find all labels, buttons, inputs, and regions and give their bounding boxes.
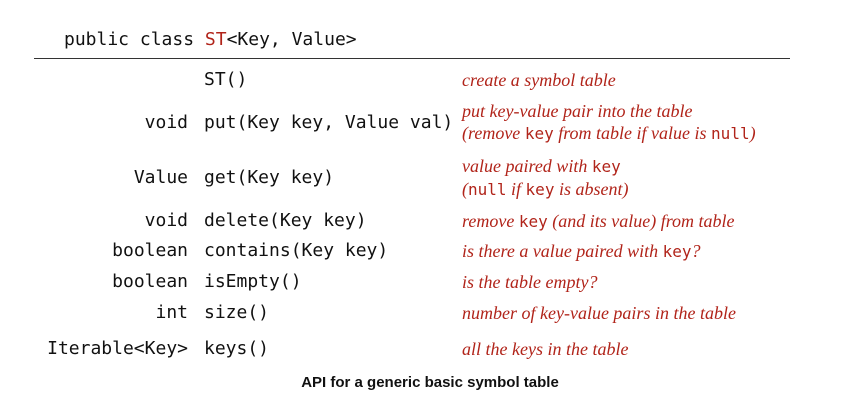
desc-code: null bbox=[468, 180, 507, 199]
desc-text: remove bbox=[462, 211, 519, 231]
api-description-line-1: put key-value pair into the table bbox=[462, 101, 693, 121]
desc-code: key bbox=[662, 242, 692, 261]
figure-caption: API for a generic basic symbol table bbox=[301, 374, 559, 391]
desc-text: is absent) bbox=[554, 179, 629, 199]
api-description-text: all the keys in the table bbox=[462, 339, 629, 359]
api-return-type: Value bbox=[133, 167, 188, 188]
desc-text: ) bbox=[749, 123, 756, 143]
desc-code: key bbox=[525, 180, 555, 199]
desc-text: (remove bbox=[462, 123, 525, 143]
api-description: create a symbol table bbox=[462, 69, 616, 91]
desc-text: ? bbox=[691, 241, 701, 261]
desc-text: ( bbox=[462, 179, 468, 199]
api-description-line-1: value paired with key bbox=[462, 155, 628, 178]
desc-text: from table if value is bbox=[553, 123, 712, 143]
api-signature: size() bbox=[204, 302, 270, 323]
desc-code: null bbox=[711, 124, 750, 143]
api-return-type: void bbox=[144, 210, 188, 231]
api-signature: ST() bbox=[204, 69, 248, 90]
api-description-line-2: (null if key is absent) bbox=[462, 178, 628, 201]
class-name: ST bbox=[204, 29, 227, 50]
api-signature: put(Key key, Value val) bbox=[204, 112, 454, 133]
api-signature: contains(Key key) bbox=[204, 240, 389, 261]
api-description-text: number of key-value pairs in the table bbox=[462, 303, 736, 323]
api-description-line-2: (remove key from table if value is null) bbox=[462, 122, 756, 145]
api-return-type: void bbox=[144, 112, 188, 133]
desc-code: key bbox=[518, 212, 548, 231]
api-description: all the keys in the table bbox=[462, 338, 628, 360]
api-signature: keys() bbox=[204, 338, 270, 359]
api-description: is there a value paired with key? bbox=[462, 240, 701, 263]
class-declaration: public class ST<Key, Value> bbox=[64, 29, 357, 51]
api-signature: get(Key key) bbox=[204, 167, 335, 188]
api-return-type: boolean bbox=[112, 240, 188, 261]
desc-text: value paired with bbox=[462, 156, 592, 176]
desc-text: (and its value) from table bbox=[547, 211, 735, 231]
desc-code: key bbox=[524, 124, 554, 143]
api-description-text: create a symbol table bbox=[462, 70, 616, 90]
api-return-type: Iterable<Key> bbox=[47, 338, 188, 359]
class-declaration-prefix: public class bbox=[64, 29, 205, 50]
api-description: number of key-value pairs in the table bbox=[462, 302, 736, 324]
api-description: put key-value pair into the table (remov… bbox=[462, 100, 756, 145]
desc-text: is there a value paired with bbox=[462, 241, 663, 261]
api-signature: delete(Key key) bbox=[204, 210, 367, 231]
api-description-text: is the table empty? bbox=[462, 272, 598, 292]
api-signature: isEmpty() bbox=[204, 271, 302, 292]
api-description: is the table empty? bbox=[462, 271, 597, 293]
header-rule bbox=[34, 58, 790, 59]
desc-text: if bbox=[506, 179, 526, 199]
api-return-type: int bbox=[155, 302, 188, 323]
api-return-type: boolean bbox=[112, 271, 188, 292]
api-description: value paired with key (null if key is ab… bbox=[462, 155, 628, 201]
desc-code: key bbox=[591, 157, 621, 176]
class-type-params: <Key, Value> bbox=[226, 29, 357, 50]
api-description: remove key (and its value) from table bbox=[462, 210, 735, 233]
